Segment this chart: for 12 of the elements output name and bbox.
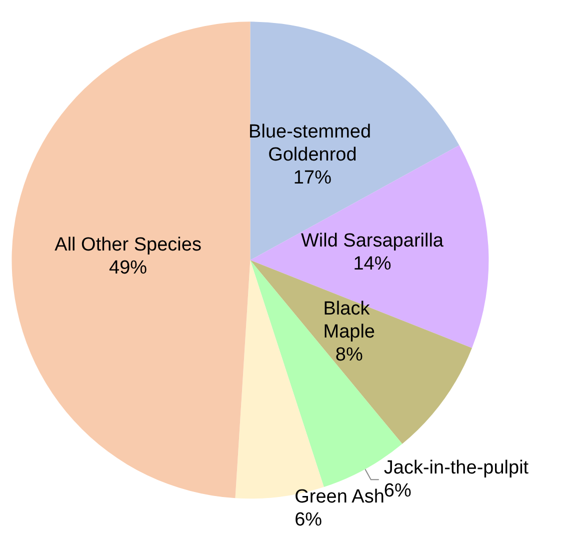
slice-label: All Other Species <box>54 234 202 256</box>
slice-label: Jack-in-the-pulpit <box>384 458 530 479</box>
data-label: 14% <box>353 253 392 274</box>
data-label: 17% <box>293 167 332 188</box>
slice-label: Black Maple <box>323 298 375 343</box>
data-label: 6% <box>384 480 412 502</box>
slice-label: Green Ash <box>294 486 384 508</box>
data-label: 6% <box>294 510 322 531</box>
slice-label: Blue-stemmed Goldenrod <box>248 121 376 166</box>
data-label: 8% <box>335 344 363 366</box>
slice-label: Wild Sarsaparilla <box>300 230 444 252</box>
data-label: 49% <box>109 257 148 278</box>
